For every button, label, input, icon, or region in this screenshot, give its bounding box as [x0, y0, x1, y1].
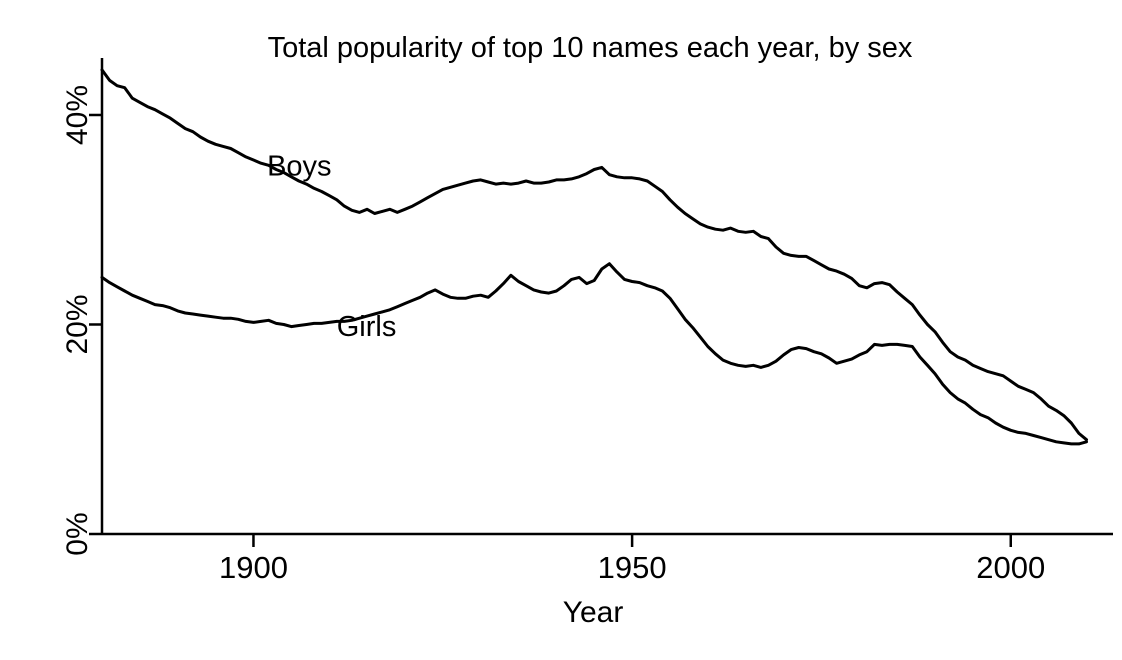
girls-line — [100, 262, 1088, 446]
x-tick-label: 2000 — [976, 550, 1045, 585]
y-tick-label: 20% — [61, 294, 94, 354]
boys-series-label: Boys — [267, 151, 331, 183]
x-axis: 1900 1950 2000 — [102, 532, 1113, 585]
chart-title: Total popularity of top 10 names each ye… — [268, 32, 913, 64]
y-tick-label: 40% — [61, 85, 94, 145]
x-ticks: 1900 1950 2000 — [219, 534, 1045, 585]
y-axis: 0% 20% 40% — [61, 58, 104, 556]
boys-line — [100, 68, 1088, 442]
x-tick-label: 1950 — [598, 550, 667, 585]
girls-series-label: Girls — [337, 311, 397, 343]
x-axis-label: Year — [563, 596, 624, 629]
y-ticks: 0% 20% 40% — [61, 85, 102, 556]
y-tick-label: 0% — [61, 512, 94, 555]
x-tick-label: 1900 — [219, 550, 288, 585]
